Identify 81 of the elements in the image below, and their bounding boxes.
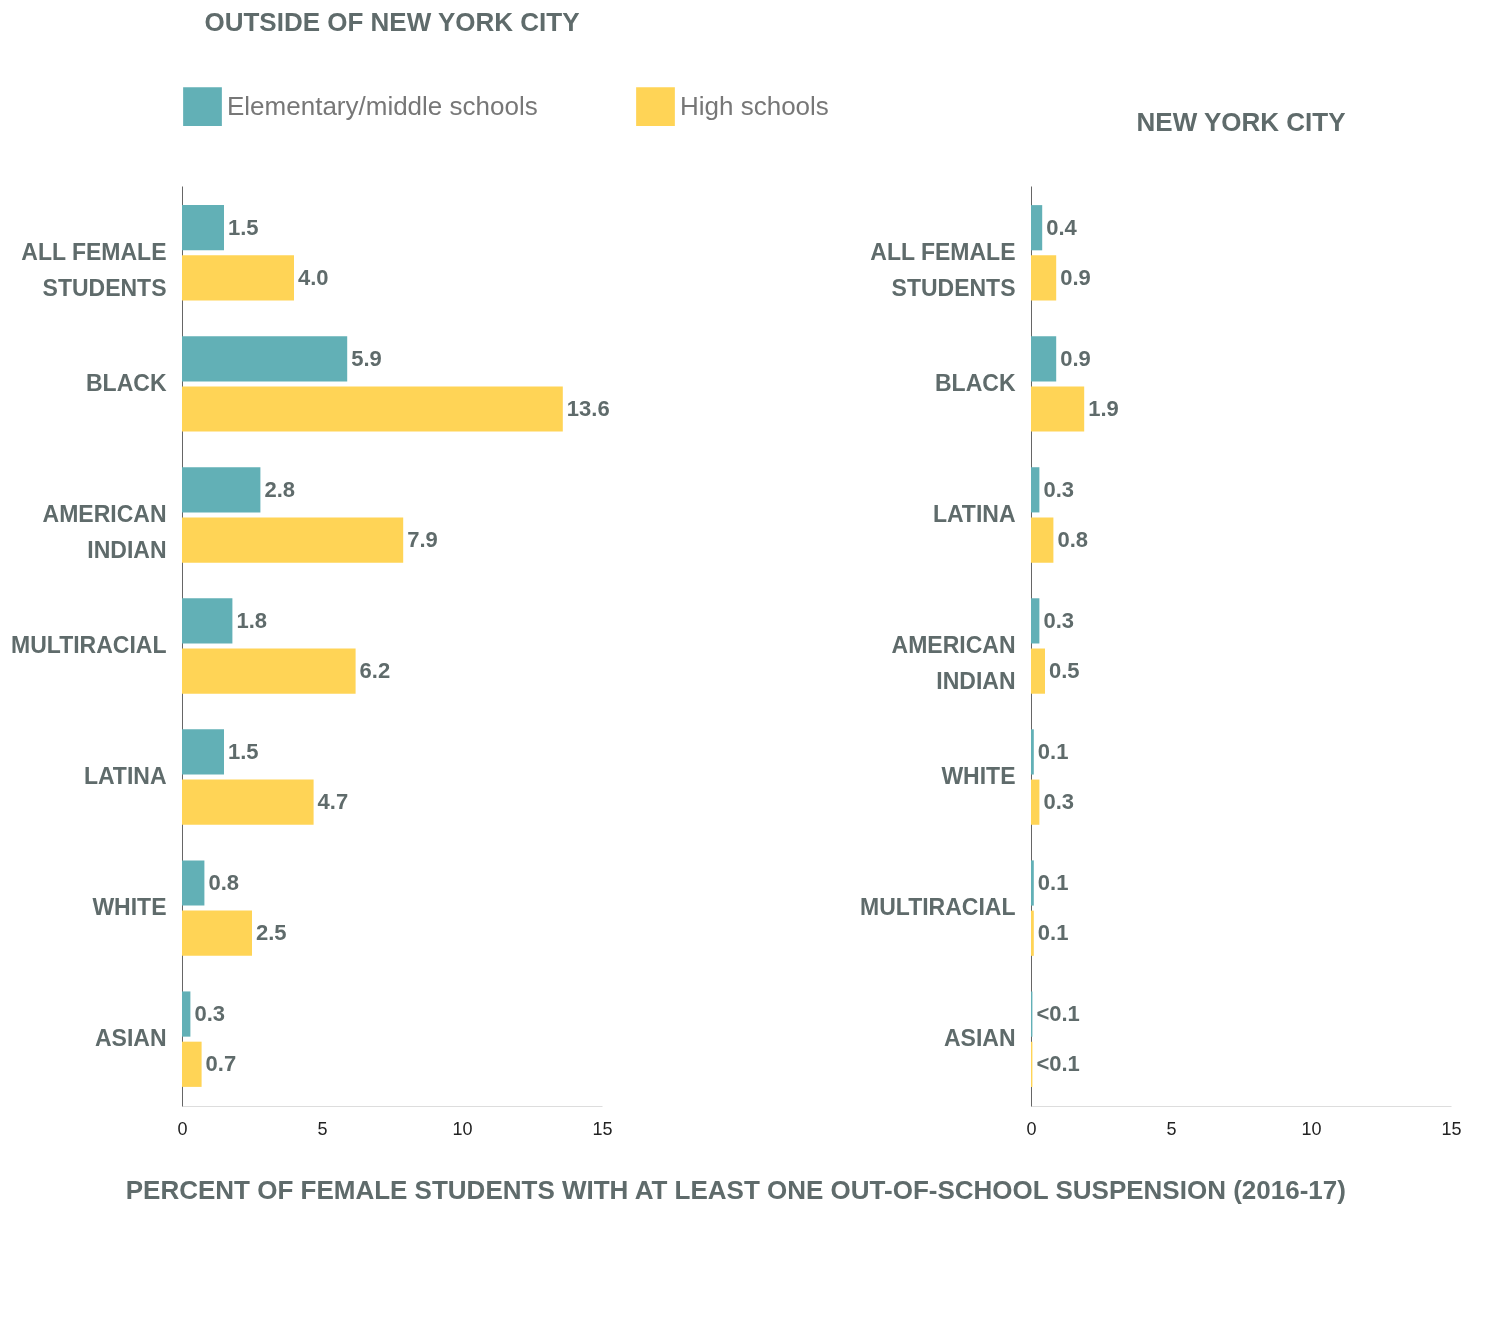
bar [182, 517, 404, 563]
bar [182, 386, 563, 432]
bar [1031, 779, 1040, 825]
chart-title: NEW YORK CITY [1136, 107, 1346, 137]
y-tick-label: ASIAN [943, 1025, 1016, 1052]
x-tick-label: 0 [1026, 1118, 1037, 1139]
data-label: 6.2 [359, 658, 391, 684]
data-label: 0.3 [1043, 476, 1074, 502]
bar [182, 598, 233, 644]
data-label: 2.5 [256, 920, 287, 946]
data-label: 0.9 [1060, 345, 1091, 371]
x-tick-label: 10 [1301, 1118, 1322, 1139]
data-label: 0.3 [1043, 789, 1074, 815]
data-label: 4.7 [317, 789, 349, 815]
bar [182, 860, 205, 906]
data-label: 1.5 [228, 214, 259, 240]
data-label: 5.9 [351, 345, 382, 371]
data-label: 0.1 [1037, 869, 1069, 895]
bar [182, 779, 314, 825]
bar [182, 255, 294, 301]
chart-title: OUTSIDE OF NEW YORK CITY [204, 7, 580, 37]
data-label: 1.5 [228, 738, 259, 764]
bar [182, 729, 224, 775]
data-label: 0.1 [1037, 920, 1069, 946]
data-label: 2.8 [264, 476, 295, 502]
y-tick-label: WHITE [92, 894, 167, 921]
bar [1031, 860, 1034, 906]
y-tick-label: BLACK [935, 369, 1016, 396]
bar [182, 336, 348, 382]
bar [1031, 910, 1034, 956]
y-tick-label: ALL FEMALE STUDENTS [21, 238, 167, 301]
data-label: 0.1 [1037, 738, 1069, 764]
bar [1031, 517, 1054, 563]
data-label: 0.7 [205, 1051, 237, 1077]
data-label: 13.6 [566, 396, 610, 422]
data-label: 4.0 [298, 264, 329, 290]
data-label: 0.3 [194, 1001, 225, 1027]
y-tick-label: MULTIRACIAL [11, 632, 167, 658]
data-label: 0.5 [1049, 658, 1080, 684]
data-label: 0.9 [1060, 264, 1091, 290]
bar [182, 1041, 202, 1087]
bar [1031, 729, 1034, 775]
data-label: 7.9 [407, 527, 438, 553]
bar [1031, 648, 1045, 694]
data-label: 0.3 [1043, 607, 1074, 633]
legend-label: High schools [680, 90, 829, 121]
y-tick-label: LATINA [83, 763, 167, 790]
bar [1031, 255, 1057, 301]
y-tick-label: ASIAN [94, 1025, 167, 1052]
y-tick-label: AMERICAN INDIAN [42, 500, 167, 563]
bar [1031, 336, 1057, 382]
bar [182, 467, 261, 513]
y-tick-label: LATINA [932, 500, 1016, 527]
data-label: 0.8 [208, 869, 239, 895]
data-label: <0.1 [1036, 1001, 1080, 1027]
data-label: 0.4 [1046, 214, 1078, 240]
bar [182, 910, 252, 956]
data-label: 1.9 [1088, 396, 1119, 422]
x-tick-label: 15 [592, 1118, 613, 1139]
bar [182, 648, 356, 694]
data-label: 0.8 [1057, 527, 1088, 553]
bar [1031, 205, 1043, 251]
x-tick-label: 15 [1441, 1118, 1462, 1139]
data-label: <0.1 [1036, 1051, 1080, 1077]
y-tick-label: ALL FEMALE STUDENTS [870, 238, 1016, 301]
data-label: 1.8 [236, 607, 267, 633]
bar [1031, 386, 1085, 432]
bar [1031, 467, 1040, 513]
bar [1031, 598, 1040, 644]
y-tick-label: MULTIRACIAL [860, 894, 1016, 921]
legend-label: Elementary/middle schools [227, 90, 538, 121]
y-tick-label: WHITE [941, 763, 1016, 790]
bar [182, 205, 224, 251]
x-tick-label: 5 [317, 1118, 328, 1139]
y-tick-label: AMERICAN INDIAN [891, 632, 1016, 694]
x-tick-label: 5 [1166, 1118, 1177, 1139]
x-axis-title: PERCENT OF FEMALE STUDENTS WITH AT LEAST ONE OUT-OF-SCHOOL SUSPENSION (2016-17) [125, 1175, 1346, 1205]
y-tick-label: BLACK [86, 369, 167, 396]
x-tick-label: 0 [177, 1118, 188, 1139]
bar [182, 991, 191, 1037]
x-tick-label: 10 [452, 1118, 473, 1139]
